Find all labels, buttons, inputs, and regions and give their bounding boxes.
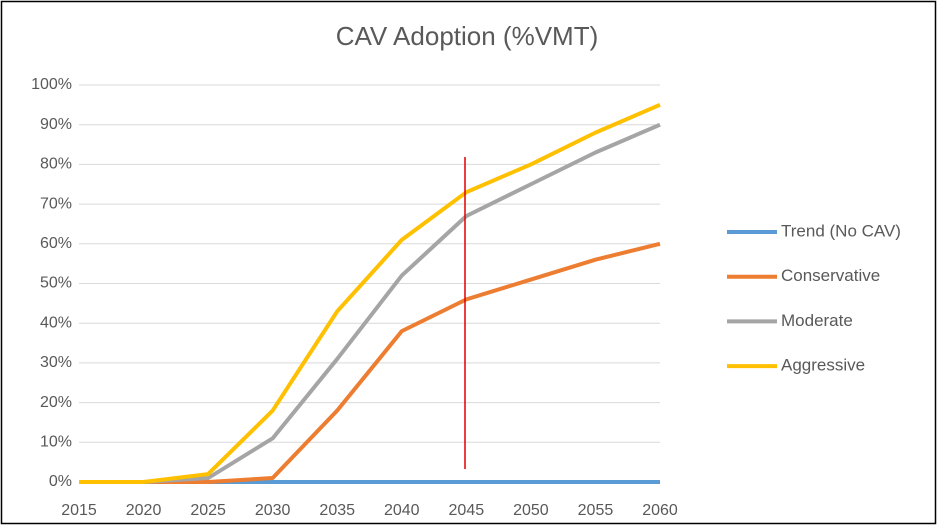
legend-label: Aggressive [781, 356, 865, 375]
y-tick-label: 10% [40, 434, 72, 451]
y-tick-label: 80% [40, 156, 72, 173]
x-tick-label: 2035 [319, 502, 355, 519]
series-lines [79, 103, 661, 484]
series-line [79, 103, 661, 484]
grid [79, 84, 660, 483]
y-tick-label: 50% [40, 275, 72, 292]
legend-label: Moderate [781, 311, 853, 330]
x-tick-label: 2025 [190, 502, 226, 519]
legend-label: Conservative [781, 266, 880, 285]
legend-label: Trend (No CAV) [781, 221, 901, 240]
x-tick-label: 2015 [61, 502, 97, 519]
chart-title: CAV Adoption (%VMT) [336, 21, 599, 51]
y-tick-label: 100% [31, 76, 72, 93]
y-tick-label: 70% [40, 195, 72, 212]
x-tick-label: 2020 [126, 502, 162, 519]
x-tick-label: 2060 [642, 502, 678, 519]
x-tick-label: 2045 [449, 502, 485, 519]
x-tick-label: 2050 [513, 502, 549, 519]
x-tick-label: 2055 [578, 502, 614, 519]
x-tick-label: 2040 [384, 502, 420, 519]
y-tick-label: 90% [40, 116, 72, 133]
y-tick-label: 40% [40, 314, 72, 331]
y-tick-label: 0% [49, 473, 72, 490]
y-tick-label: 60% [40, 235, 72, 252]
y-tick-label: 30% [40, 354, 72, 371]
x-tick-label: 2030 [255, 502, 291, 519]
y-tick-label: 20% [40, 394, 72, 411]
